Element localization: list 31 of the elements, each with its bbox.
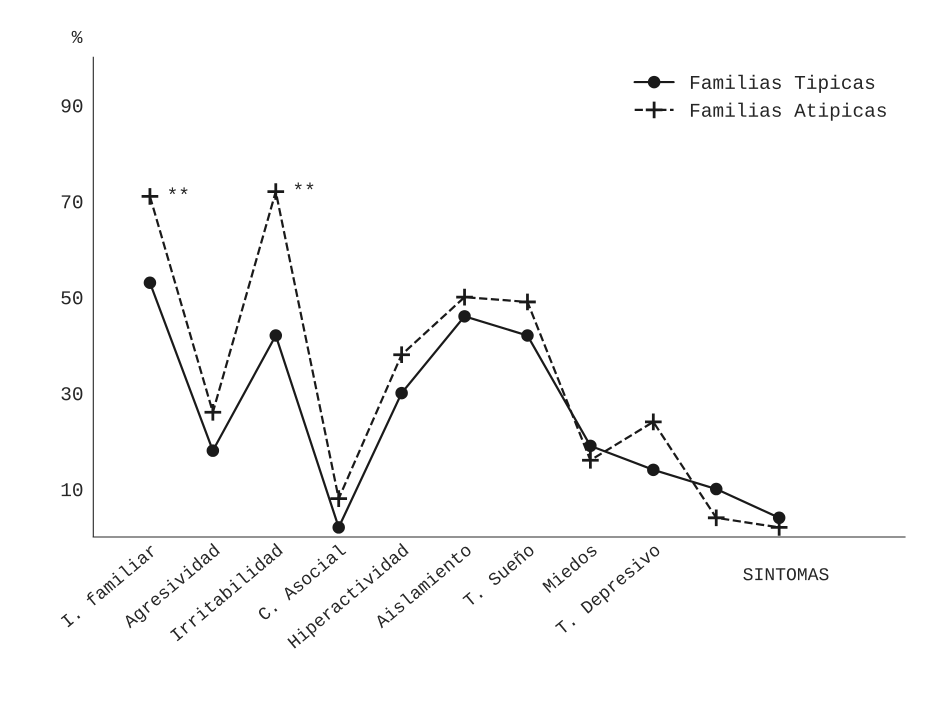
y-tick-label: 50: [61, 291, 82, 304]
point: [706, 508, 726, 528]
legend-label: Familias Tipicas: [690, 74, 874, 93]
point: [144, 276, 156, 289]
x-axis-title: SINTOMAS: [743, 568, 828, 580]
point: [392, 344, 412, 364]
y-tick-label: 30: [61, 387, 82, 400]
point: [203, 402, 223, 422]
point: [270, 329, 282, 342]
point: [454, 287, 474, 307]
y-tick-label: 10: [62, 483, 82, 496]
point: [206, 444, 220, 457]
point: [521, 329, 534, 342]
point: [584, 440, 597, 452]
point: [328, 488, 348, 508]
point: [458, 310, 471, 323]
point: [332, 521, 345, 534]
point: [395, 386, 408, 400]
legend-label: Familias Atipicas: [690, 102, 886, 121]
y-tick-label: 70: [62, 195, 82, 208]
point: [644, 412, 664, 432]
point: [647, 464, 660, 476]
point: [266, 182, 286, 202]
point: [518, 292, 538, 312]
annotation: **: [168, 187, 188, 194]
point: [140, 186, 160, 206]
annotation: **: [294, 182, 314, 190]
y-tick-label: 90: [62, 99, 82, 112]
y-axis-title: %: [72, 30, 82, 43]
point: [580, 450, 600, 470]
point: [710, 482, 722, 496]
